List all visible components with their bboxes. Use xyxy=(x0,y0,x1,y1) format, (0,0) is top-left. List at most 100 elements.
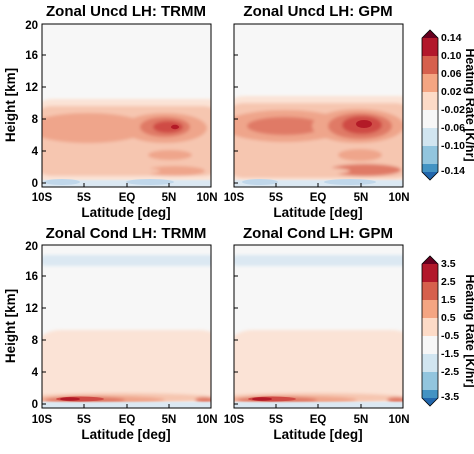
colorbar-tick: 0.02 xyxy=(441,86,462,98)
panel-zonal-cond-gpm: Zonal Cond LH: GPM 10S 5S EQ xyxy=(224,225,410,442)
colorbar-tick: -2.5 xyxy=(441,366,459,378)
colorbar-label: Heating Rate [K/hr] xyxy=(463,274,474,387)
colorbar-tick: -0.06 xyxy=(441,122,465,134)
colorbar-tick: -0.5 xyxy=(441,330,459,342)
x-tick: EQ xyxy=(310,414,327,426)
colorbar-bottom-extend xyxy=(422,398,438,406)
colorbar-tick-labels: 0.14 0.10 0.06 0.02 -0.02 -0.06 -0.10 -0… xyxy=(441,32,465,177)
colorbar-tick: 0.06 xyxy=(441,68,462,80)
colorbar-tick: 0.5 xyxy=(441,312,456,324)
x-tick: EQ xyxy=(310,192,327,204)
colorbar-bin xyxy=(422,264,438,282)
colorbar-tick: -1.5 xyxy=(441,348,459,360)
colorbar-label: Heating Rate [K/hr] xyxy=(463,48,474,161)
y-tick: 16 xyxy=(25,50,38,62)
y-axis-label: Height [km] xyxy=(3,289,18,363)
colorbar-top-extend xyxy=(422,256,438,264)
y-tick: 8 xyxy=(32,335,39,347)
contour-field xyxy=(234,24,403,187)
x-tick-labels: 10S 5S EQ 5N 10N xyxy=(32,192,218,204)
panel-title: Zonal Cond LH: TRMM xyxy=(46,225,207,242)
colorbar-tick: 3.5 xyxy=(441,258,456,270)
y-tick: 8 xyxy=(32,114,39,126)
y-axis-label: Height [km] xyxy=(3,68,18,142)
panel-zonal-uncd-trmm: Zonal Uncd LH: TRMM xyxy=(3,3,218,220)
colorbar-bin xyxy=(422,372,438,390)
colorbar-top-extend xyxy=(422,30,438,38)
colorbar-tick: 0.10 xyxy=(441,50,462,62)
x-tick: 10S xyxy=(224,192,245,204)
colorbar-bin xyxy=(422,74,438,92)
x-tick: 10S xyxy=(32,414,53,426)
colorbar-bin xyxy=(422,300,438,318)
colorbar-bin xyxy=(422,318,438,336)
x-tick: EQ xyxy=(119,192,136,204)
panel-title: Zonal Uncd LH: TRMM xyxy=(46,3,206,20)
axis-ticks xyxy=(234,54,362,187)
x-tick: 10S xyxy=(224,414,245,426)
axis-ticks xyxy=(42,244,170,408)
x-tick: 10N xyxy=(388,414,409,426)
y-tick: 0 xyxy=(32,178,38,190)
x-tick: 10N xyxy=(388,192,409,204)
y-tick: 0 xyxy=(32,399,38,411)
colorbar-bin xyxy=(422,128,438,146)
x-tick: 10N xyxy=(196,414,217,426)
colorbar-bin xyxy=(422,282,438,300)
y-tick: 4 xyxy=(32,367,39,379)
y-tick: 20 xyxy=(25,20,38,32)
y-tick: 16 xyxy=(25,271,38,283)
x-tick: 5S xyxy=(269,414,283,426)
axis-ticks xyxy=(234,275,362,408)
colorbar-bin xyxy=(422,56,438,74)
x-tick: 10S xyxy=(32,192,53,204)
x-tick: EQ xyxy=(119,414,136,426)
colorbar-tick: -3.5 xyxy=(441,391,459,403)
x-axis-label: Latitude [deg] xyxy=(273,427,362,442)
y-tick-labels: 0 4 8 12 16 20 xyxy=(25,20,38,190)
contour-field xyxy=(42,24,211,187)
x-tick: 5S xyxy=(77,192,91,204)
x-tick: 5N xyxy=(354,414,369,426)
colorbar-bin xyxy=(422,336,438,354)
contour-field xyxy=(42,245,211,408)
x-tick: 5S xyxy=(269,192,283,204)
colorbar-bin xyxy=(422,38,438,56)
colorbar-bin xyxy=(422,146,438,164)
x-tick: 10N xyxy=(196,192,217,204)
x-tick: 5N xyxy=(354,192,369,204)
colorbar-bin xyxy=(422,92,438,110)
colorbar-tick: 2.5 xyxy=(441,276,456,288)
colorbar-tick: 1.5 xyxy=(441,294,456,306)
colorbar-tick: -0.02 xyxy=(441,104,465,116)
y-tick: 12 xyxy=(25,303,38,315)
colorbar-bin xyxy=(422,110,438,128)
colorbar-tick: -0.10 xyxy=(441,140,465,152)
x-tick-labels: 10S 5S EQ 5N 10N xyxy=(224,192,410,204)
panel-zonal-cond-trmm: Zonal Cond LH: TRMM 0 4 8 12 xyxy=(3,225,218,442)
panel-zonal-uncd-gpm: Zonal Uncd LH: GPM xyxy=(224,3,410,220)
colorbar-bottom-extend xyxy=(422,172,438,180)
colorbar-tick-labels: 3.5 2.5 1.5 0.5 -0.5 -1.5 -2.5 -3.5 xyxy=(441,258,459,403)
panel-title: Zonal Cond LH: GPM xyxy=(243,225,393,242)
colorbar-tick: -0.14 xyxy=(441,165,465,177)
x-axis-label: Latitude [deg] xyxy=(81,205,170,220)
y-tick-labels: 0 4 8 12 16 20 xyxy=(25,241,38,411)
y-tick: 20 xyxy=(25,241,38,253)
x-axis-label: Latitude [deg] xyxy=(273,205,362,220)
colorbar-cond: 3.5 2.5 1.5 0.5 -0.5 -1.5 -2.5 -3.5 Heat… xyxy=(421,255,474,407)
x-tick: 5N xyxy=(162,414,177,426)
y-tick: 4 xyxy=(32,146,39,158)
colorbar-uncd: 0.14 0.10 0.06 0.02 -0.02 -0.06 -0.10 -0… xyxy=(421,29,474,181)
x-axis-label: Latitude [deg] xyxy=(81,427,170,442)
y-tick: 12 xyxy=(25,82,38,94)
contour-field xyxy=(234,245,403,408)
panel-title: Zonal Uncd LH: GPM xyxy=(243,3,392,20)
x-tick: 5S xyxy=(77,414,91,426)
colorbar-bin xyxy=(422,390,438,398)
x-tick-labels: 10S 5S EQ 5N 10N xyxy=(224,414,410,426)
colorbar-bin xyxy=(422,164,438,172)
colorbar-bin xyxy=(422,354,438,372)
axis-ticks xyxy=(42,23,170,187)
